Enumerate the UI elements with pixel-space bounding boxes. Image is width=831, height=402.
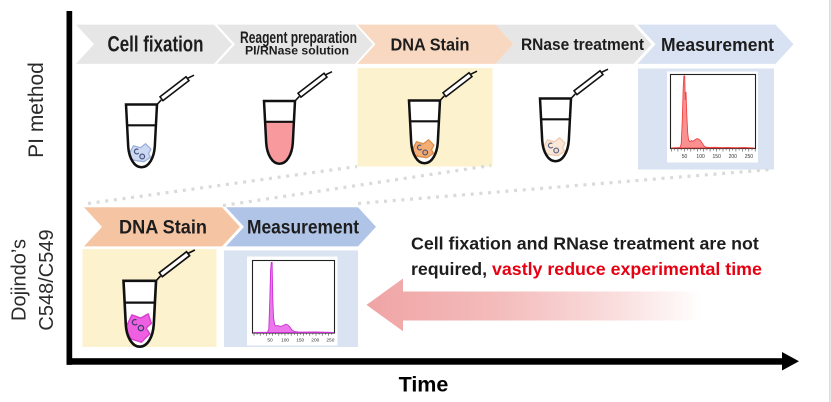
svg-text:250: 250 xyxy=(745,154,754,160)
svg-text:200: 200 xyxy=(729,154,738,160)
svg-text:50: 50 xyxy=(267,338,273,344)
svg-text:Cell fixation: Cell fixation xyxy=(108,32,204,57)
svg-text:PI/RNase solution: PI/RNase solution xyxy=(245,44,349,58)
svg-text:PI method: PI method xyxy=(25,62,48,158)
svg-text:50: 50 xyxy=(682,154,688,160)
svg-text:100: 100 xyxy=(696,154,705,160)
svg-text:Dojindo’s: Dojindo’s xyxy=(9,239,31,321)
svg-text:150: 150 xyxy=(296,338,304,344)
svg-text:DNA Stain: DNA Stain xyxy=(391,35,470,55)
svg-text:100: 100 xyxy=(281,338,289,344)
svg-text:Reagent preparation: Reagent preparation xyxy=(240,29,357,47)
svg-text:RNase treatment: RNase treatment xyxy=(521,36,645,54)
svg-text:Measurement: Measurement xyxy=(661,34,774,55)
svg-text:200: 200 xyxy=(311,338,319,344)
svg-text:DNA Stain: DNA Stain xyxy=(119,217,207,239)
svg-text:Measurement: Measurement xyxy=(247,216,359,238)
svg-text:250: 250 xyxy=(326,338,334,344)
svg-text:required, vastly reduce experi: required, vastly reduce experimental tim… xyxy=(411,259,762,279)
svg-text:Time: Time xyxy=(399,372,449,396)
svg-text:C548/C549: C548/C549 xyxy=(36,229,58,330)
svg-text:Cell fixation and RNase treatm: Cell fixation and RNase treatment are no… xyxy=(411,234,759,254)
svg-text:150: 150 xyxy=(713,154,722,160)
